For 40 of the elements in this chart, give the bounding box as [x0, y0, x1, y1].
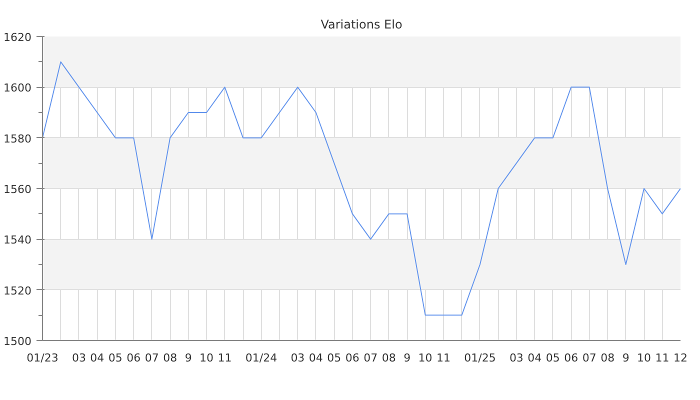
x-tick-label: 01/23 — [26, 352, 58, 364]
x-tick-label: 07 — [364, 352, 378, 364]
x-tick-label: 11 — [655, 352, 670, 364]
y-tick-label: 1560 — [4, 183, 32, 196]
x-tick-label: 04 — [528, 352, 542, 364]
x-tick-label: 03 — [72, 352, 86, 364]
x-tick-label: 08 — [382, 352, 396, 364]
y-tick-label: 1500 — [4, 335, 32, 348]
y-tick-label: 1520 — [4, 284, 32, 298]
x-tick-label: 9 — [184, 352, 192, 364]
x-tick-label: 07 — [144, 352, 159, 364]
x-tick-label: 04 — [90, 352, 104, 364]
x-tick-label: 05 — [108, 352, 122, 364]
x-tick-label: 03 — [509, 352, 524, 364]
x-tick-label: 01/24 — [245, 352, 278, 364]
x-tick-label: 08 — [163, 352, 178, 364]
x-tick-label: 01/25 — [464, 352, 496, 364]
chart-title: Variations Elo — [320, 18, 402, 32]
x-tick-label: 10 — [200, 352, 214, 364]
x-tick-label: 05 — [327, 352, 342, 364]
x-tick-label: 06 — [126, 352, 141, 364]
y-tick-label: 1600 — [4, 82, 32, 95]
x-tick-label: 11 — [218, 352, 232, 364]
x-tick-label: 04 — [308, 352, 323, 364]
x-tick-label: 07 — [582, 352, 596, 364]
x-tick-label: 06 — [564, 352, 578, 364]
x-tick-label: 10 — [637, 352, 652, 364]
y-tick-label: 1580 — [4, 132, 32, 146]
x-tick-label: 12 — [674, 352, 688, 364]
x-tick-label: 03 — [290, 352, 305, 364]
x-tick-label: 06 — [345, 352, 360, 364]
x-tick-label: 9 — [622, 352, 630, 364]
line-series — [42, 61, 680, 316]
x-tick-label: 9 — [404, 352, 411, 364]
y-tick-label: 1620 — [4, 31, 32, 44]
y-tick-label: 1540 — [4, 234, 32, 247]
x-tick-label: 05 — [546, 352, 560, 364]
x-tick-label: 08 — [600, 352, 615, 364]
x-tick-label: 11 — [436, 352, 451, 364]
x-tick-label: 10 — [418, 352, 432, 364]
